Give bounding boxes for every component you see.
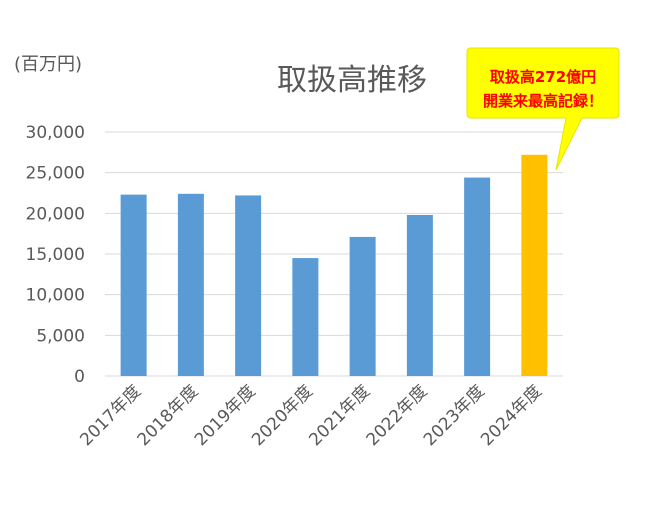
y-tick-label: 25,000 [26,164,85,184]
bar-2019年度 [235,195,262,376]
bar-2018年度 [177,193,204,376]
bar-2020年度 [292,258,319,376]
y-tick-label: 30,000 [26,123,85,143]
x-tick-label: 2020年度 [248,381,317,450]
x-tick-label: 2023年度 [420,381,489,450]
y-tick-label: 5,000 [36,326,85,346]
x-axis: 2017年度2018年度2019年度2020年度2021年度2022年度2023… [76,381,546,450]
bar-2022年度 [406,214,433,376]
bar-2023年度 [464,177,491,376]
y-tick-label: 20,000 [26,204,85,224]
callout-bubble [466,47,620,171]
y-tick-label: 0 [74,367,85,387]
x-tick-label: 2019年度 [191,381,260,450]
callout-line-1: 取扱高272億円 [490,68,596,86]
chart-title: 取扱高推移 [277,63,427,98]
bars [120,154,548,376]
annotation-callout: 取扱高272億円 開業来最高記録！ [466,47,620,171]
x-tick-label: 2021年度 [305,381,374,450]
x-tick-label: 2022年度 [363,381,432,450]
bar-2021年度 [349,236,376,376]
gridlines [105,131,563,377]
x-tick-label: 2024年度 [477,381,546,450]
bar-2024年度 [521,154,548,376]
unit-label: (百万円) [14,54,82,75]
x-tick-label: 2018年度 [134,381,203,450]
y-tick-label: 10,000 [26,286,85,306]
x-tick-label: 2017年度 [76,381,145,450]
y-tick-label: 15,000 [26,245,85,265]
bar-2017年度 [120,194,147,376]
callout-line-2: 開業来最高記録！ [483,92,603,110]
y-axis: 0 5,000 10,000 15,000 20,000 25,000 30,000 [26,123,85,387]
